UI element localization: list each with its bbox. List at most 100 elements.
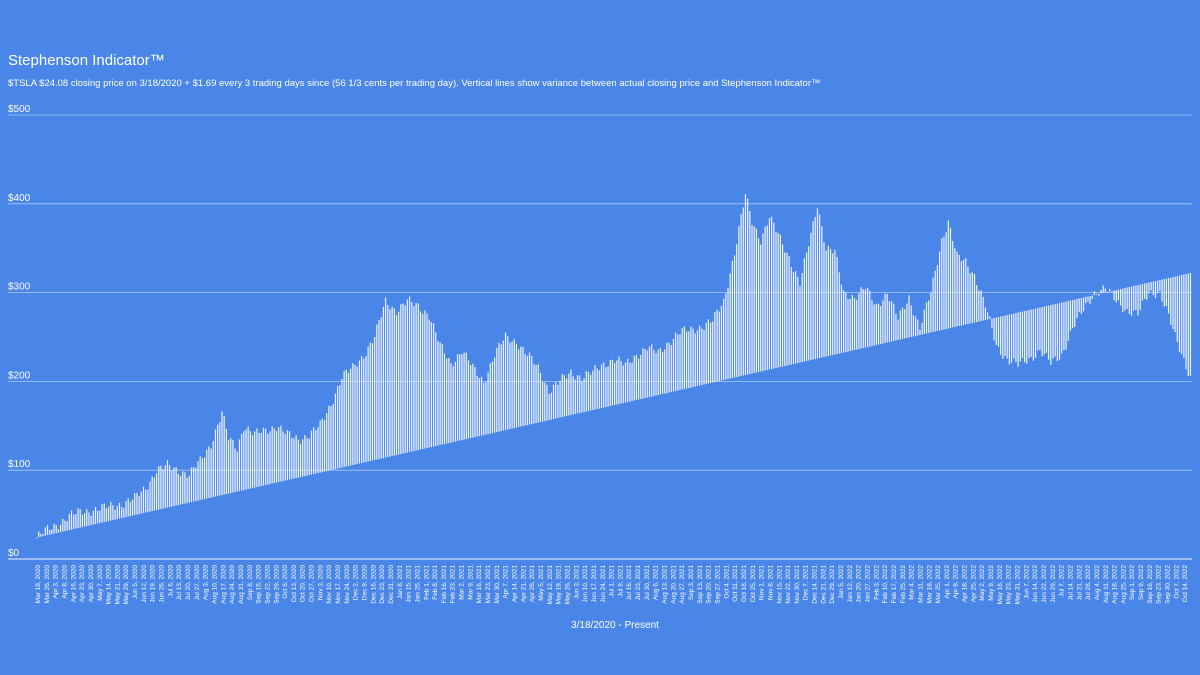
variance-bar	[635, 354, 638, 401]
variance-bar	[685, 331, 688, 389]
variance-bar	[1002, 316, 1004, 359]
variance-bar	[827, 245, 829, 357]
y-tick-label: $500	[8, 104, 31, 115]
variance-bar	[483, 382, 485, 436]
variance-bar	[171, 470, 173, 507]
x-axis: Mar 18, 2020 Mar 26, 2020 Apr 3, 2020 Apr 8…	[35, 565, 1189, 605]
variance-bar	[644, 349, 646, 399]
variance-bar	[703, 329, 705, 385]
variance-bar	[917, 319, 919, 336]
variance-bar	[555, 382, 557, 419]
variance-bar	[1126, 287, 1128, 309]
x-tick-label: Mar 23, 2021	[485, 565, 492, 604]
variance-bar	[526, 355, 528, 426]
x-tick-label: Oct 4, 2021	[723, 565, 730, 599]
variance-bar	[587, 371, 590, 412]
variance-bar	[755, 228, 757, 373]
variance-bar	[729, 273, 731, 379]
variance-bar	[419, 311, 422, 450]
variance-bar	[380, 317, 382, 459]
variance-bar	[851, 295, 853, 351]
x-tick-label: Jul 6, 2020	[167, 565, 174, 597]
variance-bar	[217, 424, 219, 497]
variance-bar	[1017, 312, 1019, 367]
variance-bar	[683, 326, 685, 390]
variance-bar	[160, 465, 162, 510]
x-tick-label: Jan 12, 2022	[847, 565, 854, 603]
variance-bar	[1137, 285, 1139, 316]
variance-bar	[225, 428, 227, 495]
variance-bar	[614, 362, 616, 406]
variance-bar	[1185, 274, 1187, 370]
variance-bar	[86, 509, 88, 527]
variance-bar	[574, 379, 576, 415]
x-tick-label: May 16, 2022	[997, 565, 1004, 605]
variance-bar	[422, 313, 424, 450]
variance-bar	[110, 502, 112, 521]
variance-bar	[38, 531, 40, 538]
variance-bar	[805, 252, 808, 362]
variance-bar	[934, 270, 936, 332]
variance-bar	[764, 226, 766, 371]
variance-bar	[330, 406, 332, 471]
y-tick-label: $200	[8, 370, 31, 381]
variance-bar	[188, 475, 190, 503]
x-tick-label: Jun 22, 2022	[1041, 565, 1048, 603]
variance-bar	[528, 352, 531, 425]
variance-bar	[1093, 291, 1096, 296]
variance-bar	[504, 332, 507, 431]
x-tick-label: Mar 18, 2022	[926, 565, 933, 604]
variance-bar	[1135, 285, 1137, 310]
variance-bar	[801, 272, 803, 363]
variance-bar	[792, 271, 795, 365]
variance-bar	[993, 318, 995, 341]
variance-bar	[633, 355, 635, 401]
variance-bar	[97, 510, 99, 524]
x-tick-label: Oct 7, 2022	[1173, 565, 1180, 599]
variance-bar	[932, 277, 934, 333]
variance-bar	[125, 501, 127, 518]
variance-bar	[795, 271, 797, 364]
variance-bar	[984, 307, 986, 321]
variance-bar	[57, 529, 60, 533]
variance-bar	[1061, 302, 1063, 354]
variance-bar	[391, 306, 393, 457]
variance-bar	[1178, 275, 1181, 353]
x-tick-label: Mar 26, 2020	[44, 565, 51, 604]
variance-bar	[59, 524, 62, 533]
variance-bar	[1157, 280, 1159, 294]
variance-bar	[432, 323, 435, 447]
variance-bar	[607, 366, 609, 407]
x-tick-label: Nov 17, 2020	[335, 565, 342, 604]
variance-bar	[214, 429, 217, 497]
variance-bar	[142, 486, 145, 514]
variance-bar	[262, 427, 265, 486]
variance-bar	[1043, 306, 1045, 355]
x-tick-label: Nov 22, 2021	[785, 565, 792, 604]
variance-bar	[463, 352, 465, 440]
variance-bar	[548, 393, 550, 421]
variance-bar	[402, 303, 404, 454]
x-tick-label: May 7, 2020	[97, 565, 104, 601]
variance-bar	[234, 448, 236, 493]
variance-bar	[657, 349, 659, 396]
variance-bar	[258, 432, 260, 487]
variance-bar	[367, 346, 369, 462]
x-tick-label: Jul 30, 2021	[644, 565, 651, 601]
variance-bar	[954, 248, 956, 328]
variance-bar	[821, 226, 823, 358]
variance-bar	[901, 307, 904, 340]
x-tick-label: May 19, 2021	[556, 565, 563, 605]
variance-bar	[666, 342, 668, 394]
variance-bar	[153, 477, 155, 511]
variance-bar	[637, 358, 640, 400]
variance-bar	[906, 303, 908, 339]
variance-bar	[62, 518, 64, 532]
x-tick-label: Dec 7, 2021	[803, 565, 810, 600]
variance-bar	[1000, 316, 1002, 355]
variance-bar	[472, 363, 474, 438]
x-tick-label: Nov 8, 2021	[767, 565, 774, 600]
x-tick-label: Feb 17, 2022	[891, 565, 898, 604]
variance-bar	[1065, 301, 1067, 350]
variance-bar	[1170, 277, 1172, 325]
